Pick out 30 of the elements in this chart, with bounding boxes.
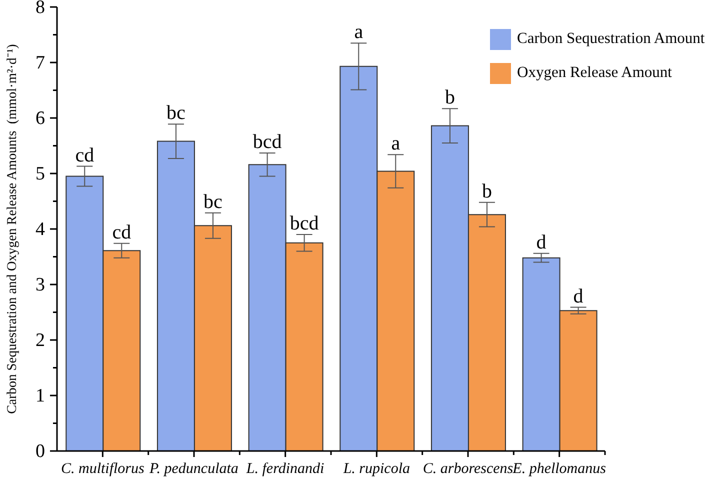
- y-tick-label: 7: [36, 52, 45, 74]
- data-label: b: [482, 180, 492, 202]
- y-axis-title: Carbon Sequestration and Oxygen Release Amounts (mmol·m²·d⁻¹): [4, 44, 18, 414]
- data-label: a: [391, 132, 400, 155]
- y-tick-label: 6: [36, 108, 45, 129]
- y-tick-label: 8: [36, 0, 45, 18]
- x-tick-label: E. phellomanus: [512, 461, 606, 477]
- data-label: b: [444, 86, 455, 109]
- y-tick-label: 4: [36, 219, 46, 240]
- legend-label: Carbon Sequestration Amount: [517, 30, 705, 48]
- y-tick-label: 2: [36, 330, 45, 351]
- data-label: d: [536, 231, 546, 254]
- y-tick-label: 3: [36, 274, 45, 296]
- legend-label: Oxygen Release Amount: [517, 64, 672, 82]
- y-tick-label: 1: [36, 386, 45, 406]
- data-label: bcd: [252, 130, 282, 153]
- y-tick-label: 0: [36, 441, 45, 462]
- data-label: cd: [112, 221, 132, 244]
- x-tick-label: L. rupicola: [342, 461, 410, 477]
- data-label: bcd: [290, 212, 319, 235]
- x-tick-label: C. multiflorus: [60, 461, 144, 477]
- data-label: bc: [204, 190, 223, 213]
- data-label: bc: [166, 102, 186, 124]
- data-label: a: [354, 21, 364, 44]
- x-tick-label: P. pedunculata: [148, 461, 238, 477]
- data-label: cd: [75, 144, 94, 166]
- data-label: d: [573, 285, 584, 308]
- x-tick-label: L. ferdinandi: [245, 461, 324, 477]
- x-tick-label: C. arborescens: [422, 461, 514, 477]
- y-tick-label: 5: [36, 164, 45, 184]
